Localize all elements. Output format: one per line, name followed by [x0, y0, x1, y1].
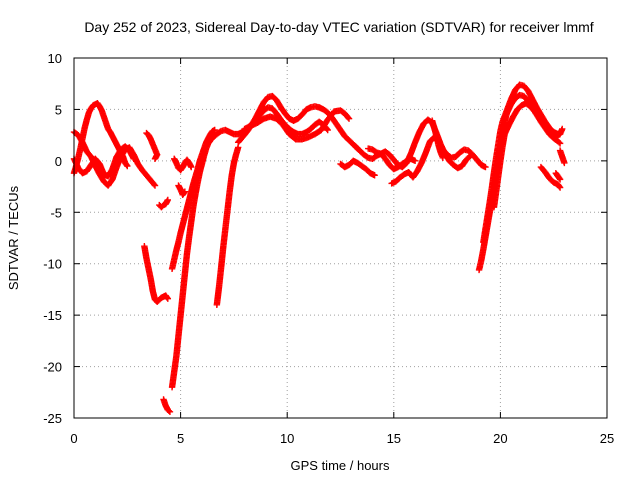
- data-point: [164, 196, 172, 204]
- y-tick-label: 10: [48, 51, 62, 66]
- series-arc-12: [213, 144, 242, 309]
- y-tick-label: -5: [50, 205, 62, 220]
- series-arc-7: [160, 396, 174, 416]
- series-arc-22: [480, 81, 564, 246]
- series-arc-23: [490, 100, 566, 211]
- series-arc-19: [388, 134, 489, 187]
- series-arc-16: [337, 157, 378, 179]
- data-point: [556, 183, 563, 190]
- data-point: [150, 181, 158, 188]
- x-tick-label: 15: [387, 431, 401, 446]
- series-arc-5: [141, 243, 172, 305]
- data-point: [130, 155, 137, 162]
- series-arc-3: [70, 100, 131, 177]
- x-tick-label: 25: [600, 431, 614, 446]
- data-point: [166, 408, 174, 416]
- y-tick-label: -15: [43, 308, 62, 323]
- data-point: [556, 140, 564, 147]
- series-arc-24: [537, 163, 564, 191]
- data-point: [151, 155, 159, 162]
- data-point: [439, 154, 447, 161]
- plot-frame: [73, 57, 608, 419]
- axis-ticks: 0 5 10 15 20 25 -25 -20 -15 -10 -5 0 5 10: [43, 51, 614, 446]
- data-point: [371, 172, 378, 179]
- data-point: [188, 163, 195, 171]
- data-point: [151, 182, 159, 189]
- series-arc-21: [475, 91, 564, 274]
- data-point: [411, 157, 419, 165]
- y-tick-label: 0: [55, 154, 62, 169]
- y-tick-label: 5: [55, 102, 62, 117]
- data-points: [70, 81, 568, 416]
- data-point: [165, 407, 173, 414]
- series-arc-25: [552, 170, 564, 183]
- x-tick-label: 10: [280, 431, 294, 446]
- data-point: [324, 126, 331, 134]
- series-arc-9: [168, 126, 218, 273]
- y-axis-label: SDTVAR / TECUs: [6, 185, 21, 290]
- x-tick-label: 5: [177, 431, 184, 446]
- series-arc-20: [428, 117, 447, 161]
- data-point: [181, 188, 189, 195]
- data-point: [163, 294, 171, 301]
- y-tick-label: -20: [43, 360, 62, 375]
- series-arc-6: [156, 196, 172, 211]
- data-point: [211, 126, 218, 134]
- series-arc-14: [234, 92, 361, 152]
- data-point: [164, 295, 172, 302]
- data-point: [124, 162, 131, 170]
- series-arc-10: [171, 155, 195, 174]
- x-tick-label: 20: [493, 431, 507, 446]
- data-point: [482, 163, 489, 171]
- y-tick-label: -10: [43, 257, 62, 272]
- series-arc-11: [175, 182, 189, 198]
- chart-title: Day 252 of 2023, Sidereal Day-to-day VTE…: [84, 19, 593, 35]
- series-arc-26: [556, 147, 568, 167]
- data-point: [345, 115, 353, 122]
- data-point: [559, 125, 566, 133]
- data-point: [180, 189, 188, 196]
- series-arc-4: [143, 129, 161, 162]
- data-point: [556, 147, 564, 154]
- data-point: [123, 161, 130, 169]
- data-point: [555, 139, 563, 146]
- data-point: [556, 176, 564, 183]
- data-point: [556, 184, 564, 191]
- series-arc-15: [241, 107, 353, 143]
- x-axis-label: GPS time / hours: [291, 458, 390, 473]
- y-tick-label: -25: [43, 411, 62, 426]
- x-tick-label: 0: [70, 431, 77, 446]
- data-point: [344, 114, 352, 121]
- data-point: [556, 175, 563, 182]
